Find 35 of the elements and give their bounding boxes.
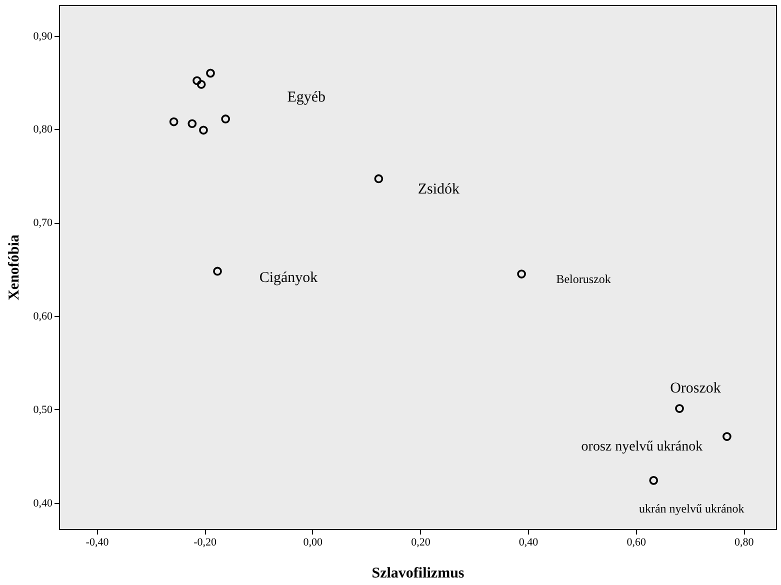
annotation: Zsidók [418, 182, 460, 198]
y-tick-label: 0,70 [33, 217, 53, 230]
point [517, 270, 526, 278]
annotation: Beloruszok [556, 272, 611, 286]
point [199, 126, 208, 135]
point [213, 266, 222, 276]
point [722, 432, 732, 441]
x-tick-label: 0,20 [411, 536, 431, 548]
x-tick-label: -0,20 [194, 536, 218, 548]
y-tick-label: 0,60 [33, 310, 53, 323]
y-tick-label: 0,50 [33, 404, 53, 416]
annotation: Egyéb [287, 90, 326, 106]
annotation: ukrán nyelvű ukránok [638, 501, 744, 516]
y-tick-label: 0,80 [33, 124, 53, 136]
point [192, 76, 202, 86]
annotation: orosz nyelvű ukránok [581, 440, 703, 455]
x-tick-label: 0,80 [734, 536, 754, 548]
y-tick-label: 0,90 [33, 30, 53, 42]
x-tick-label: 0,00 [303, 536, 323, 548]
annotation: Oroszok [670, 380, 722, 397]
y-axis-title: Xenofóbia [6, 234, 22, 300]
point [675, 404, 684, 413]
annotation: Cigányok [259, 270, 318, 286]
x-tick-label: -0,40 [86, 536, 110, 548]
point [196, 80, 206, 89]
point [206, 68, 215, 78]
point [649, 476, 658, 485]
x-tick-label: 0,60 [626, 536, 646, 548]
y-tick-label: 0,40 [33, 497, 53, 510]
point [221, 114, 230, 124]
x-axis-title: Szlavofilizmus [372, 566, 464, 582]
point [188, 119, 197, 128]
x-tick-label: 0,40 [518, 536, 539, 548]
point [374, 174, 384, 184]
point [169, 117, 178, 126]
